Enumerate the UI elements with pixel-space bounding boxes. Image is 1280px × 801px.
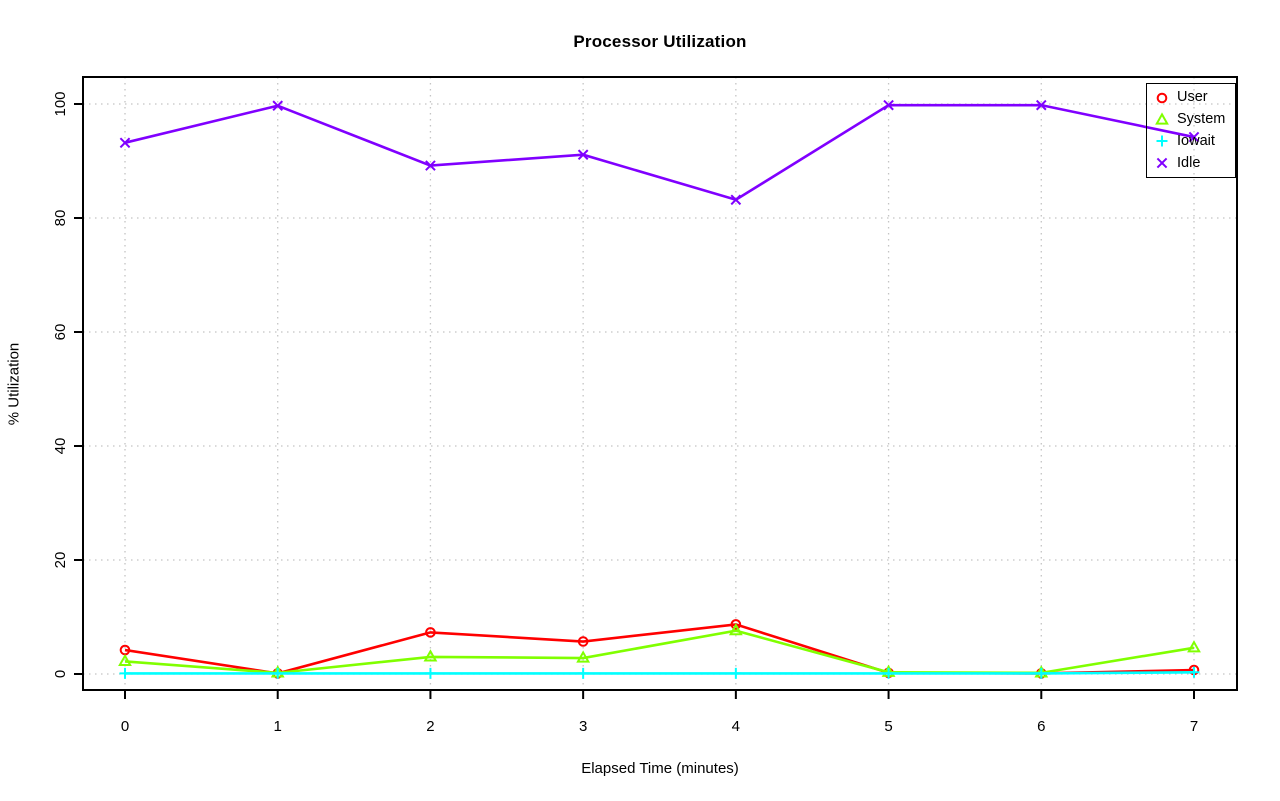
legend: User System Iowait Idle xyxy=(1146,83,1236,178)
triangle-marker xyxy=(1187,640,1201,653)
triangle-marker xyxy=(423,649,438,662)
legend-item-label: User xyxy=(1177,89,1208,106)
series-line xyxy=(124,103,1195,202)
x-marker xyxy=(730,194,742,206)
x-tick-label: 1 xyxy=(274,718,282,735)
y-tick-label: 20 xyxy=(52,552,69,569)
x-marker xyxy=(883,99,894,111)
x-marker xyxy=(425,160,436,171)
x-tick-label: 0 xyxy=(121,718,129,735)
x-tick-label: 4 xyxy=(732,718,740,735)
circle-marker xyxy=(730,619,742,630)
x-marker xyxy=(272,100,284,112)
plus-marker xyxy=(424,667,436,679)
x-icon xyxy=(1156,157,1168,169)
chart-title: Processor Utilization xyxy=(573,32,747,51)
legend-item-idle: Idle xyxy=(1154,154,1235,173)
legend-item-label: Iowait xyxy=(1177,132,1215,149)
series-iowait xyxy=(119,666,1200,679)
plus-marker xyxy=(1156,135,1168,147)
triangle-marker xyxy=(576,650,591,663)
plot-box xyxy=(82,76,1238,691)
plus-marker xyxy=(1188,666,1200,678)
legend-item-label: System xyxy=(1177,111,1226,128)
triangle-marker xyxy=(1155,111,1169,125)
series-line xyxy=(124,623,1195,675)
series-line xyxy=(125,670,1195,675)
y-tick-label: 40 xyxy=(52,438,69,455)
x-tick-label: 2 xyxy=(426,718,434,735)
series-user xyxy=(119,619,1200,679)
legend-item-system: System xyxy=(1154,110,1235,129)
plus-marker xyxy=(1035,667,1047,679)
legend-item-iowait: Iowait xyxy=(1154,132,1235,151)
y-tick-label: 80 xyxy=(52,210,69,227)
x-tick-label: 6 xyxy=(1037,718,1045,735)
circle-marker xyxy=(577,636,589,647)
triangle-marker xyxy=(118,653,132,667)
y-tick-label: 60 xyxy=(52,324,69,341)
circle-icon xyxy=(1156,92,1168,104)
x-marker xyxy=(577,149,589,161)
x-marker xyxy=(1035,99,1047,111)
plus-marker xyxy=(119,667,131,679)
plus-marker xyxy=(883,667,895,679)
legend-item-label: Idle xyxy=(1177,154,1201,171)
x-tick-label: 3 xyxy=(579,718,587,735)
x-marker xyxy=(1156,157,1168,169)
x-tick-label: 5 xyxy=(884,718,892,735)
plus-marker xyxy=(730,667,742,679)
y-tick-label: 100 xyxy=(52,91,69,116)
legend-item-user: User xyxy=(1154,88,1235,107)
circle-marker xyxy=(425,627,436,638)
x-marker xyxy=(1188,131,1200,143)
y-tick-label: 0 xyxy=(52,670,69,678)
y-axis-label: % Utilization xyxy=(5,342,23,426)
series-line xyxy=(124,629,1195,675)
triangle-marker xyxy=(728,623,743,636)
triangle-icon xyxy=(1155,111,1169,125)
x-axis-label: Elapsed Time (minutes) xyxy=(581,760,739,777)
plus-marker xyxy=(577,667,589,679)
circle-marker xyxy=(1156,92,1168,104)
x-tick-label: 7 xyxy=(1190,718,1198,735)
x-marker xyxy=(119,137,131,149)
series-idle xyxy=(119,99,1200,206)
plus-marker xyxy=(272,667,284,679)
plus-icon xyxy=(1156,135,1168,147)
